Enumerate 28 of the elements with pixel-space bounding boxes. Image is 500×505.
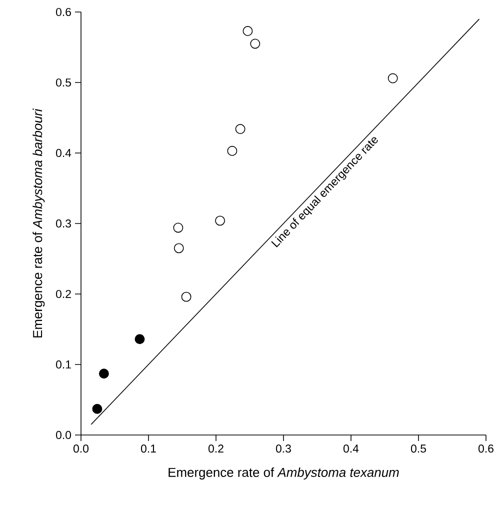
- x-tick-label: 0.2: [208, 444, 224, 453]
- point: [134, 334, 145, 344]
- y-tick-label: 0.4: [56, 148, 72, 158]
- point: [250, 38, 260, 49]
- y-tick-label: 0.2: [56, 290, 71, 298]
- point: [215, 216, 226, 226]
- x-tick-label: 0.3: [276, 444, 291, 453]
- y-tick-label: 0.6: [56, 8, 71, 16]
- x-axis-title: Emergence rate of Ambystoma texanum: [168, 467, 399, 480]
- y-tick-label: 0.0: [56, 430, 72, 440]
- y-tick-label: 0.5: [56, 78, 71, 87]
- point: [92, 404, 102, 414]
- point: [388, 73, 398, 84]
- point: [98, 368, 109, 379]
- x-tick-label: 0.1: [140, 444, 156, 453]
- x-tick-label: 0.4: [343, 444, 359, 453]
- point: [227, 146, 238, 156]
- point: [242, 26, 253, 36]
- point: [235, 124, 246, 134]
- y-tick-label: 0.1: [56, 360, 71, 369]
- x-tick-label: 0.5: [410, 444, 426, 453]
- point: [174, 243, 184, 254]
- x-tick-label: 0.6: [478, 444, 494, 453]
- point: [181, 292, 192, 302]
- y-tick-label: 0.3: [56, 219, 71, 228]
- x-tick-label: 0.0: [73, 444, 89, 453]
- y-axis-title: Emergence rate of Ambystoma barbouri: [32, 108, 45, 338]
- point: [173, 222, 184, 233]
